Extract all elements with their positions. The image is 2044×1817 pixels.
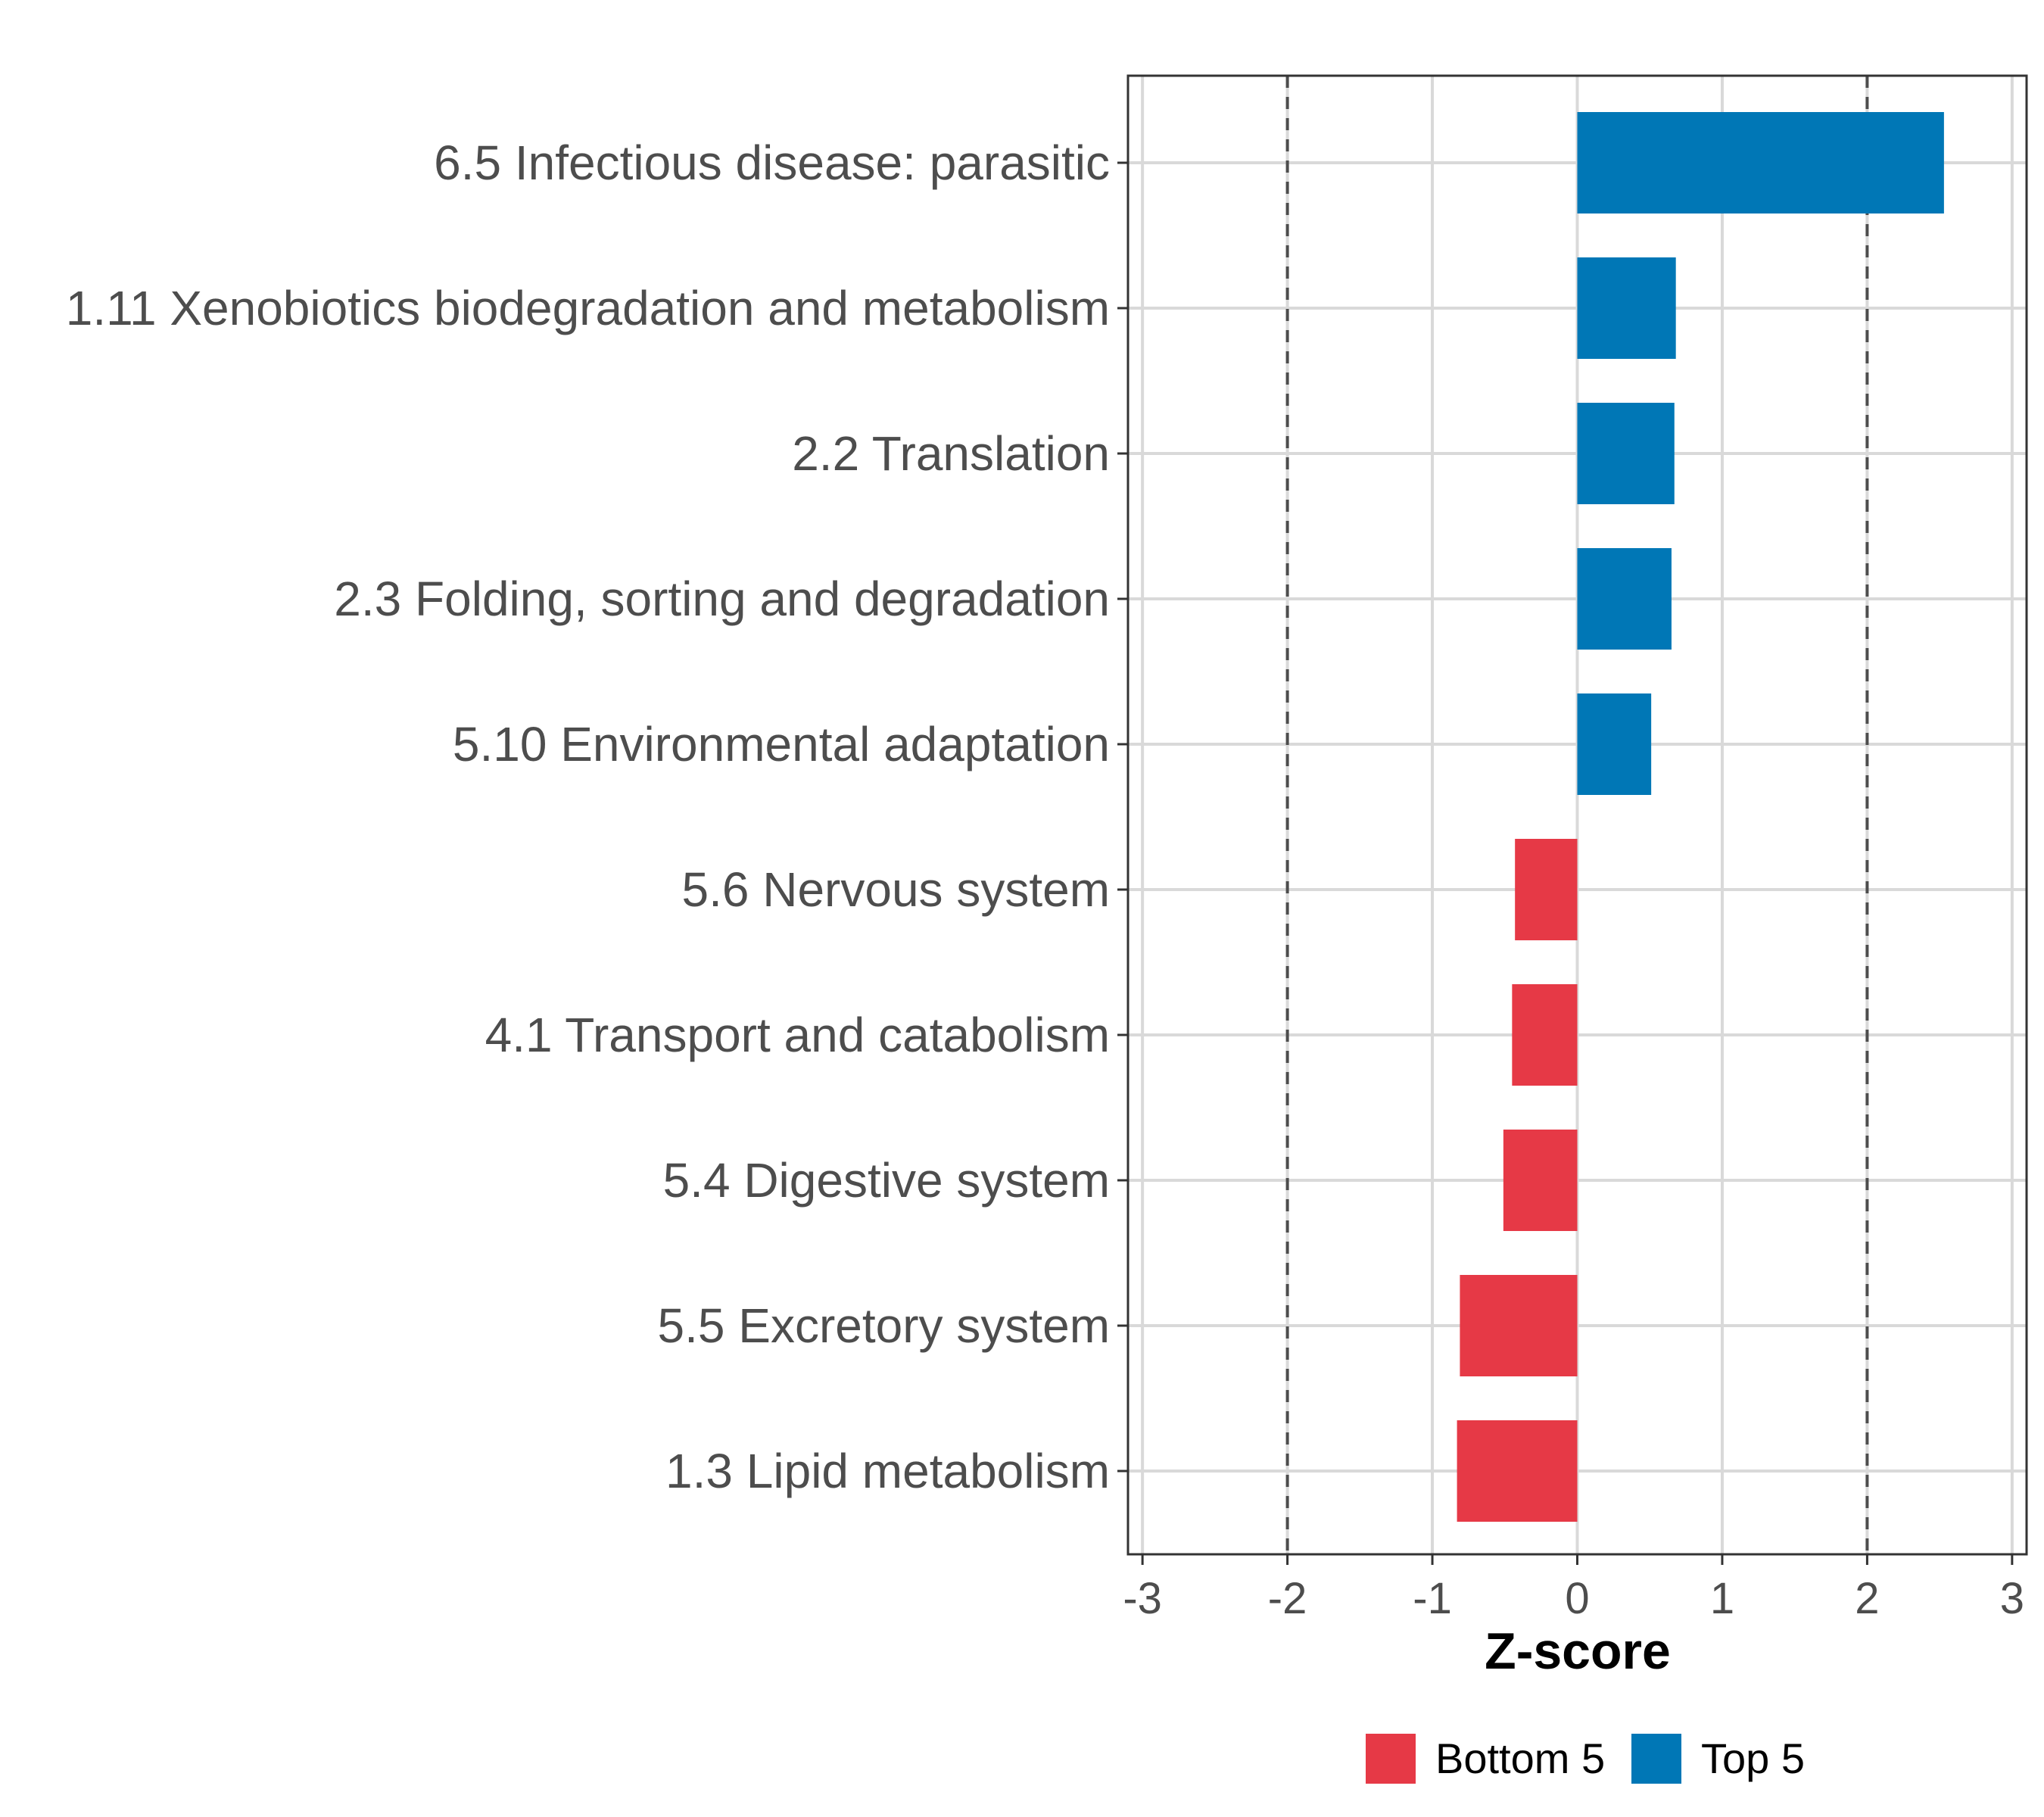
legend-label-0: Bottom 5 bbox=[1435, 1734, 1605, 1782]
legend-swatch-0 bbox=[1366, 1734, 1416, 1784]
category-label-0: 6.5 Infectious disease: parasitic bbox=[434, 136, 1110, 190]
bar-5 bbox=[1515, 839, 1578, 940]
bar-2 bbox=[1577, 403, 1675, 504]
bar-3 bbox=[1577, 548, 1672, 650]
category-label-3: 2.3 Folding, sorting and degradation bbox=[334, 572, 1110, 626]
bar-4 bbox=[1577, 693, 1652, 795]
bar-0 bbox=[1577, 112, 1944, 213]
category-label-8: 5.5 Excretory system bbox=[658, 1298, 1111, 1353]
bar-7 bbox=[1503, 1130, 1578, 1231]
category-label-1: 1.11 Xenobiotics biodegradation and meta… bbox=[66, 281, 1110, 335]
x-tick-label-4: 1 bbox=[1710, 1574, 1734, 1623]
category-label-4: 5.10 Environmental adaptation bbox=[453, 717, 1110, 771]
bars bbox=[1457, 112, 1944, 1522]
x-tick-label-6: 3 bbox=[2000, 1574, 2024, 1623]
x-tick-label-0: -3 bbox=[1123, 1574, 1162, 1623]
category-label-6: 4.1 Transport and catabolism bbox=[485, 1008, 1110, 1062]
x-tick-label-1: -2 bbox=[1268, 1574, 1307, 1623]
x-axis: -3 -2 -1 0 1 2 3 bbox=[1123, 1554, 2024, 1623]
bar-8 bbox=[1460, 1275, 1578, 1376]
legend-label-1: Top 5 bbox=[1701, 1734, 1805, 1782]
category-label-2: 2.2 Translation bbox=[792, 426, 1110, 481]
bar-6 bbox=[1512, 984, 1578, 1086]
legend-swatch-1 bbox=[1631, 1734, 1681, 1784]
x-tick-label-5: 2 bbox=[1855, 1574, 1879, 1623]
x-axis-title: Z-score bbox=[1485, 1622, 1671, 1680]
category-label-7: 5.4 Digestive system bbox=[663, 1153, 1110, 1208]
legend: Bottom 5 Top 5 bbox=[1366, 1734, 1805, 1784]
x-tick-label-2: -1 bbox=[1413, 1574, 1452, 1623]
x-tick-label-3: 0 bbox=[1565, 1574, 1589, 1623]
bar-1 bbox=[1577, 257, 1676, 359]
reference-lines bbox=[1285, 76, 1869, 1554]
category-label-5: 5.6 Nervous system bbox=[681, 862, 1110, 917]
category-label-9: 1.3 Lipid metabolism bbox=[665, 1444, 1110, 1498]
bar-9 bbox=[1457, 1420, 1578, 1522]
y-axis: 6.5 Infectious disease: parasitic 1.11 Xe… bbox=[66, 136, 1128, 1498]
